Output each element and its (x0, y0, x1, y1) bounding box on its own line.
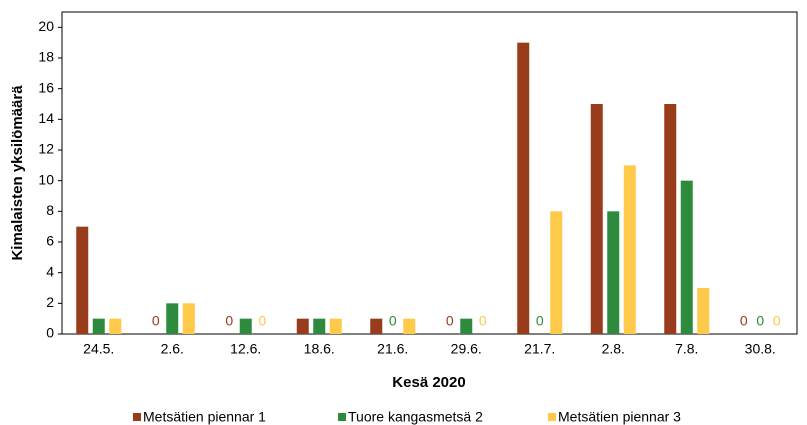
data-label: 0 (389, 313, 397, 329)
x-tick-label: 18.6. (304, 341, 335, 357)
bar (607, 211, 620, 334)
x-tick-label: 29.6. (451, 341, 482, 357)
x-tick-label: 2.8. (602, 341, 625, 357)
bar (329, 318, 342, 334)
bar (403, 318, 416, 334)
x-tick-label: 24.5. (83, 341, 114, 357)
bar (239, 318, 252, 334)
y-tick-label: 20 (38, 18, 54, 34)
y-tick-label: 10 (38, 171, 54, 187)
y-tick-label: 2 (46, 294, 54, 310)
bar (76, 226, 89, 334)
legend-swatch (548, 413, 556, 421)
data-label: 0 (756, 313, 764, 329)
x-axis-title: Kesä 2020 (392, 374, 465, 391)
x-tick-label: 30.8. (745, 341, 776, 357)
plot-frame (61, 11, 798, 335)
bar (664, 104, 677, 334)
y-tick-label: 4 (46, 263, 54, 279)
bar (109, 318, 122, 334)
data-label: 0 (740, 313, 748, 329)
legend-label: Metsätien piennar 3 (558, 409, 681, 425)
x-tick-label: 2.6. (161, 341, 184, 357)
y-tick-label: 8 (46, 202, 54, 218)
y-tick-label: 16 (38, 79, 54, 95)
data-label: 0 (479, 313, 487, 329)
bar (313, 318, 326, 334)
y-tick-label: 14 (38, 110, 54, 126)
y-axis-title: Kimalaisten yksilömäärä (9, 85, 26, 261)
bar (680, 180, 693, 334)
bar (623, 165, 636, 334)
bar (460, 318, 473, 334)
x-tick-label: 12.6. (230, 341, 261, 357)
y-tick-label: 6 (46, 233, 54, 249)
y-tick-label: 18 (38, 49, 54, 65)
legend-swatch (338, 413, 346, 421)
bar (550, 211, 563, 334)
legend-label: Tuore kangasmetsä 2 (348, 409, 483, 425)
data-label: 0 (773, 313, 781, 329)
data-label: 0 (152, 313, 160, 329)
data-label: 0 (536, 313, 544, 329)
bar (370, 318, 383, 334)
bar (92, 318, 105, 334)
bar (182, 303, 195, 334)
bar (697, 288, 710, 334)
bar (590, 104, 603, 334)
bar (517, 42, 530, 335)
data-label: 0 (258, 313, 266, 329)
y-tick-label: 0 (46, 325, 54, 341)
x-tick-label: 7.8. (675, 341, 698, 357)
legend-swatch (133, 413, 141, 421)
y-tick-label: 12 (38, 141, 54, 157)
x-tick-label: 21.7. (524, 341, 555, 357)
data-label: 0 (446, 313, 454, 329)
data-label: 0 (225, 313, 233, 329)
x-tick-label: 21.6. (377, 341, 408, 357)
bar (296, 318, 309, 334)
bar (166, 303, 179, 334)
legend-label: Metsätien piennar 1 (143, 409, 266, 425)
